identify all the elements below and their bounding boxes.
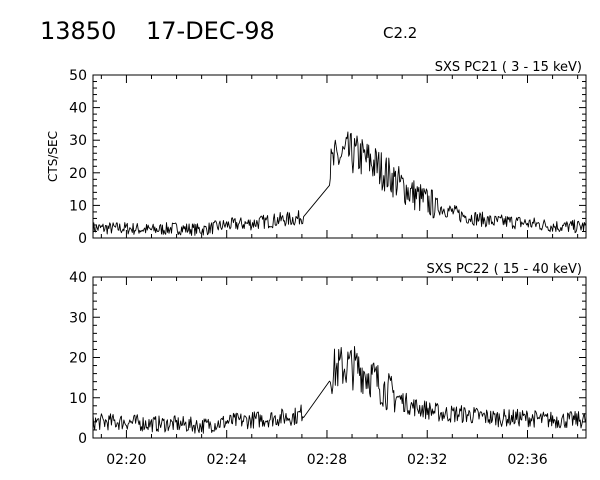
y-tick-label: 10	[69, 198, 87, 214]
x-tick-label: 02:32	[407, 452, 447, 468]
x-tick-label: 02:28	[307, 452, 347, 468]
y-tick-label: 20	[69, 166, 87, 182]
x-tick-label: 02:20	[106, 452, 146, 468]
panel-pc21: SXS PC21 ( 3 - 15 keV) CTS/SEC 0 10 20 30 40 50	[46, 60, 587, 247]
panel-title: SXS PC22 ( 15 - 40 keV)	[426, 262, 582, 277]
plot-frame	[92, 74, 587, 239]
y-tick-label: 50	[69, 68, 87, 84]
y-tick-label: 30	[69, 310, 87, 326]
observation-date: 17-DEC-98	[146, 17, 275, 45]
y-tick-label: 0	[78, 231, 87, 247]
y-tick-label: 30	[69, 133, 87, 149]
event-id: 13850	[40, 17, 116, 45]
x-tick-label: 02:36	[507, 452, 547, 468]
lightcurve-series	[92, 346, 587, 434]
lightcurve-series	[92, 131, 587, 236]
y-axis-label: CTS/SEC	[46, 131, 60, 182]
panel-pc22: SXS PC22 ( 15 - 40 keV) 0 10 20 30 40 02:20 02:…	[69, 262, 587, 468]
flare-class: C2.2	[383, 24, 417, 42]
y-tick-label: 20	[69, 351, 87, 367]
y-tick-label: 40	[69, 101, 87, 117]
y-tick-label: 10	[69, 391, 87, 407]
y-tick-label: 40	[69, 270, 87, 286]
x-tick-label: 02:24	[207, 452, 247, 468]
y-tick-label: 0	[78, 431, 87, 447]
panel-title: SXS PC21 ( 3 - 15 keV)	[435, 60, 582, 75]
